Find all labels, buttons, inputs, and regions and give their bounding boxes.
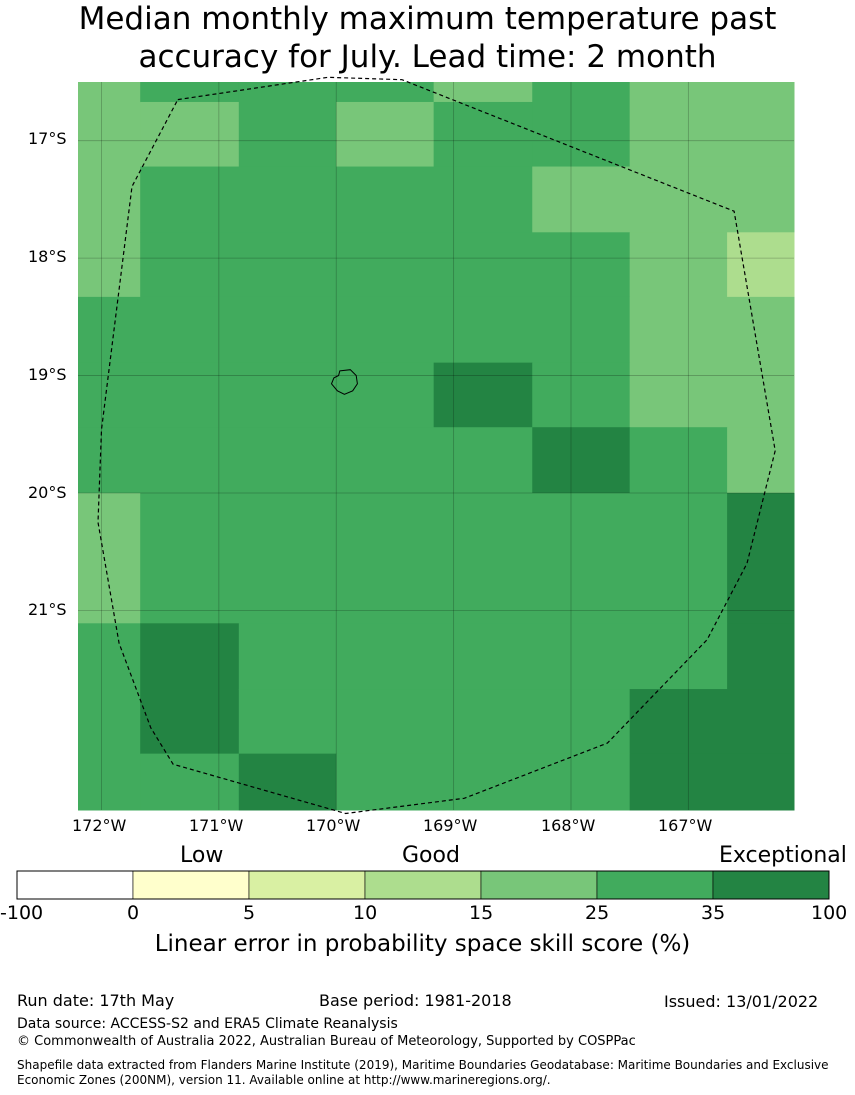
grid-cell-8 [532, 82, 631, 168]
grid-cell-20 [629, 362, 795, 428]
grid-cell-14 [727, 232, 795, 298]
colorbar-frame [16, 870, 830, 900]
lat-tick-18s: 18°S [28, 247, 67, 266]
colorbar-tick-15: 15 [469, 902, 494, 924]
colorbar-swatch-4 [480, 870, 598, 900]
eez-boundary [97, 76, 776, 815]
lon-tick-167w: 167°W [658, 816, 713, 835]
colorbar-swatch-0 [16, 870, 134, 900]
lat-tick-17s: 17°S [28, 129, 67, 148]
issued-date: Issued: 13/01/2022 [664, 992, 819, 1011]
colorbar-swatch-6 [712, 870, 830, 900]
grid-cell-22 [532, 427, 631, 494]
lon-tick-172w: 172°W [72, 816, 127, 835]
grid-cell-7 [433, 101, 533, 168]
grid-cell-29 [140, 623, 240, 755]
copyright: © Commonwealth of Australia 2022, Austra… [17, 1034, 636, 1049]
category-good: Good [402, 843, 460, 868]
grid-cell-17 [78, 362, 435, 428]
lat-tick-20s: 20°S [28, 483, 67, 502]
run-date: Run date: 17th May [17, 991, 175, 1010]
grid-cell-23 [629, 427, 728, 494]
data-source: Data source: ACCESS-S2 and ERA5 Climate … [17, 1016, 398, 1032]
title-line-2: accuracy for July. Lead time: 2 month [138, 39, 717, 75]
grid-cell-21 [78, 427, 533, 494]
grid-cell-34 [629, 689, 795, 755]
colorbar-tick-0: 0 [127, 902, 140, 924]
grid-cell-31 [238, 623, 728, 690]
grid-cell-32 [727, 623, 795, 690]
grid-cell-28 [78, 623, 141, 811]
grid-cell-11 [532, 166, 795, 233]
grid-cell-19 [532, 362, 631, 428]
colorbar-swatch-1 [132, 870, 250, 900]
base-period: Base period: 1981-2018 [319, 991, 512, 1010]
title-line-1: Median monthly maximum temperature past [78, 1, 777, 37]
lon-tick-170w: 170°W [306, 816, 361, 835]
grid-cell-26 [140, 492, 728, 624]
colorbar-tick-5: 5 [243, 902, 256, 924]
colorbar-swatch-3 [364, 870, 482, 900]
niue-island-outline [330, 369, 358, 395]
shapefile-credit-line-2: Economic Zones (200NM), version 11. Avai… [17, 1073, 551, 1087]
category-low: Low [180, 843, 224, 868]
colorbar-tick-35: 35 [701, 902, 726, 924]
graticule [78, 82, 794, 810]
lon-tick-171w: 171°W [189, 816, 244, 835]
grid-cell-3 [238, 82, 337, 168]
colorbar-tick-100: 100 [811, 902, 848, 924]
grid-cell-33 [238, 689, 631, 755]
lon-tick-168w: 168°W [541, 816, 596, 835]
colorbar-swatch-2 [248, 870, 366, 900]
grid-cell-5 [336, 101, 435, 168]
colorbar [16, 870, 830, 900]
grid-cell-13 [629, 232, 728, 298]
grid-cell-30 [140, 753, 240, 811]
lon-tick-169w: 169°W [423, 816, 478, 835]
grid-cell-4 [336, 82, 435, 103]
colorbar-tick-neg100: -100 [0, 902, 44, 924]
grid-cell-2 [140, 101, 240, 168]
grid-cell-12 [140, 232, 631, 298]
category-exceptional: Exceptional [719, 843, 847, 868]
grid-cell-27 [727, 492, 795, 624]
lat-tick-19s: 19°S [28, 365, 67, 384]
chart-title: Median monthly maximum temperature past … [0, 0, 855, 76]
grid-cell-16 [629, 296, 795, 364]
grid-cell-35 [238, 753, 337, 811]
grid-cell-25 [78, 492, 141, 624]
colorbar-tick-10: 10 [353, 902, 378, 924]
grid-cell-6 [433, 82, 533, 103]
grid-cell-15 [78, 296, 631, 364]
shapefile-credit-line-1: Shapefile data extracted from Flanders M… [17, 1058, 829, 1072]
grid-cell-24 [727, 427, 795, 494]
grid-cell-18 [433, 362, 533, 428]
colorbar-swatch-5 [596, 870, 714, 900]
colorbar-tick-25: 25 [585, 902, 610, 924]
grid-cell-9 [629, 82, 795, 168]
grid-cell-37 [629, 753, 795, 811]
lat-tick-21s: 21°S [28, 600, 67, 619]
grid-cell-0 [78, 82, 141, 298]
grid-cell-36 [336, 753, 631, 811]
colorbar-label: Linear error in probability space skill … [154, 931, 691, 957]
grid-cell-1 [140, 82, 240, 103]
grid-cell-10 [140, 166, 533, 233]
skill-grid [78, 82, 795, 811]
